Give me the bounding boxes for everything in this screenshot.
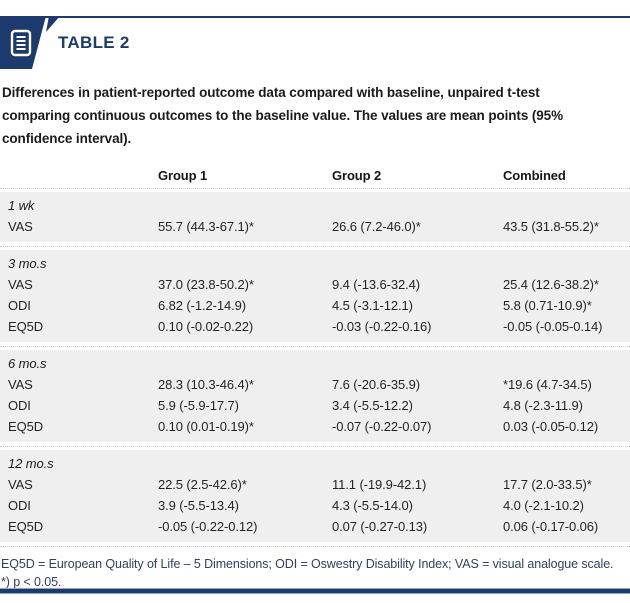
row-3mos-odi: ODI 6.82 (-1.2-14.9) 4.5 (-3.1-12.1) 5.8… — [0, 295, 630, 316]
row-6mos-eq5d: EQ5D 0.10 (0.01-0.19)* -0.07 (-0.22-0.07… — [0, 416, 630, 437]
row-12mos-eq5d: EQ5D -0.05 (-0.22-0.12) 0.07 (-0.27-0.13… — [0, 516, 630, 537]
column-header-combined: Combined — [503, 168, 566, 183]
row-label: ODI — [8, 398, 31, 413]
column-header-group1: Group 1 — [158, 168, 208, 183]
column-header-group2: Group 2 — [332, 168, 382, 183]
cell-group2: -0.03 (-0.22-0.16) — [332, 319, 432, 334]
column-header-spacer — [8, 167, 158, 184]
section-1wk: 1 wk VAS 55.7 (44.3-67.1)* 26.6 (7.2-46.… — [0, 192, 630, 242]
row-12mos-vas: VAS 22.5 (2.5-42.6)* 11.1 (-19.9-42.1) 1… — [0, 474, 630, 495]
badge-slash-sliver — [46, 16, 60, 32]
row-label: ODI — [8, 298, 31, 313]
cell-combined: 25.4 (12.6-38.2)* — [503, 277, 599, 292]
period-row: 6 mo.s — [0, 353, 630, 374]
row-label: ODI — [8, 498, 31, 513]
cell-group1: 37.0 (23.8-50.2)* — [158, 277, 254, 292]
period-label: 6 mo.s — [8, 356, 47, 371]
table-caption: Differences in patient-reported outcome … — [2, 85, 563, 146]
cell-combined: 43.5 (31.8-55.2)* — [503, 219, 599, 234]
period-label: 3 mo.s — [8, 256, 47, 271]
dotted-divider — [0, 188, 630, 189]
dotted-divider — [0, 346, 630, 347]
dotted-divider — [0, 446, 630, 447]
row-3mos-eq5d: EQ5D 0.10 (-0.02-0.22) -0.03 (-0.22-0.16… — [0, 316, 630, 337]
section-6mos: 6 mo.s VAS 28.3 (10.3-46.4)* 7.6 (-20.6-… — [0, 350, 630, 442]
cell-combined: *19.6 (4.7-34.5) — [503, 377, 592, 392]
table-title: TABLE 2 — [58, 32, 130, 52]
cell-group2: 3.4 (-5.5-12.2) — [332, 398, 413, 413]
footnote-significance: *) p < 0.05. — [1, 574, 62, 589]
period-label: 12 mo.s — [8, 456, 54, 471]
period-row: 3 mo.s — [0, 253, 630, 274]
cell-group2: 4.3 (-5.5-14.0) — [332, 498, 413, 513]
cell-group1: 22.5 (2.5-42.6)* — [158, 477, 247, 492]
cell-group1: 3.9 (-5.5-13.4) — [158, 498, 239, 513]
section-12mos: 12 mo.s VAS 22.5 (2.5-42.6)* 11.1 (-19.9… — [0, 450, 630, 542]
row-6mos-odi: ODI 5.9 (-5.9-17.7) 3.4 (-5.5-12.2) 4.8 … — [0, 395, 630, 416]
cell-group1: 0.10 (0.01-0.19)* — [158, 419, 254, 434]
row-label: EQ5D — [8, 319, 44, 334]
row-label: VAS — [8, 477, 33, 492]
cell-group1: 28.3 (10.3-46.4)* — [158, 377, 254, 392]
bottom-rule — [0, 588, 630, 594]
row-label: VAS — [8, 277, 33, 292]
row-6mos-vas: VAS 28.3 (10.3-46.4)* 7.6 (-20.6-35.9) *… — [0, 374, 630, 395]
row-label: VAS — [8, 377, 33, 392]
cell-combined: -0.05 (-0.05-0.14) — [503, 319, 603, 334]
cell-combined: 17.7 (2.0-33.5)* — [503, 477, 592, 492]
table-figure: TABLE 2 Differences in patient-reported … — [0, 16, 630, 603]
section-3mos: 3 mo.s VAS 37.0 (23.8-50.2)* 9.4 (-13.6-… — [0, 250, 630, 342]
cell-group2: 0.07 (-0.27-0.13) — [332, 519, 428, 534]
row-label: EQ5D — [8, 419, 44, 434]
cell-combined: 5.8 (0.71-10.9)* — [503, 298, 592, 313]
cell-group2: 4.5 (-3.1-12.1) — [332, 298, 413, 313]
cell-group1: -0.05 (-0.22-0.12) — [158, 519, 258, 534]
column-header-row: Group 1 Group 2 Combined — [0, 167, 630, 184]
period-label: 1 wk — [8, 198, 35, 213]
table-badge — [0, 16, 46, 69]
document-list-icon — [10, 29, 32, 56]
footnote-abbreviations: EQ5D = European Quality of Life – 5 Dime… — [1, 557, 614, 571]
cell-group2: -0.07 (-0.22-0.07) — [332, 419, 432, 434]
cell-combined: 0.03 (-0.05-0.12) — [503, 419, 599, 434]
cell-group2: 9.4 (-13.6-32.4) — [332, 277, 421, 292]
cell-group2: 11.1 (-19.9-42.1) — [332, 477, 427, 492]
row-label: EQ5D — [8, 519, 44, 534]
row-label: VAS — [8, 219, 33, 234]
cell-combined: 4.0 (-2.1-10.2) — [503, 498, 584, 513]
dotted-divider — [0, 246, 630, 247]
cell-group1: 6.82 (-1.2-14.9) — [158, 298, 247, 313]
cell-group2: 26.6 (7.2-46.0)* — [332, 219, 421, 234]
cell-group2: 7.6 (-20.6-35.9) — [332, 377, 421, 392]
cell-combined: 4.8 (-2.3-11.9) — [503, 398, 583, 413]
cell-combined: 0.06 (-0.17-0.06) — [503, 519, 599, 534]
masthead: TABLE 2 — [0, 16, 630, 69]
row-3mos-vas: VAS 37.0 (23.8-50.2)* 9.4 (-13.6-32.4) 2… — [0, 274, 630, 295]
row-1wk-vas: VAS 55.7 (44.3-67.1)* 26.6 (7.2-46.0)* 4… — [0, 216, 630, 237]
period-row: 12 mo.s — [0, 453, 630, 474]
cell-group1: 55.7 (44.3-67.1)* — [158, 219, 254, 234]
row-12mos-odi: ODI 3.9 (-5.5-13.4) 4.3 (-5.5-14.0) 4.0 … — [0, 495, 630, 516]
footnotes: EQ5D = European Quality of Life – 5 Dime… — [1, 556, 630, 591]
top-rule — [0, 16, 630, 18]
cell-group1: 5.9 (-5.9-17.7) — [158, 398, 239, 413]
dotted-divider — [0, 546, 630, 547]
period-row: 1 wk — [0, 195, 630, 216]
cell-group1: 0.10 (-0.02-0.22) — [158, 319, 254, 334]
